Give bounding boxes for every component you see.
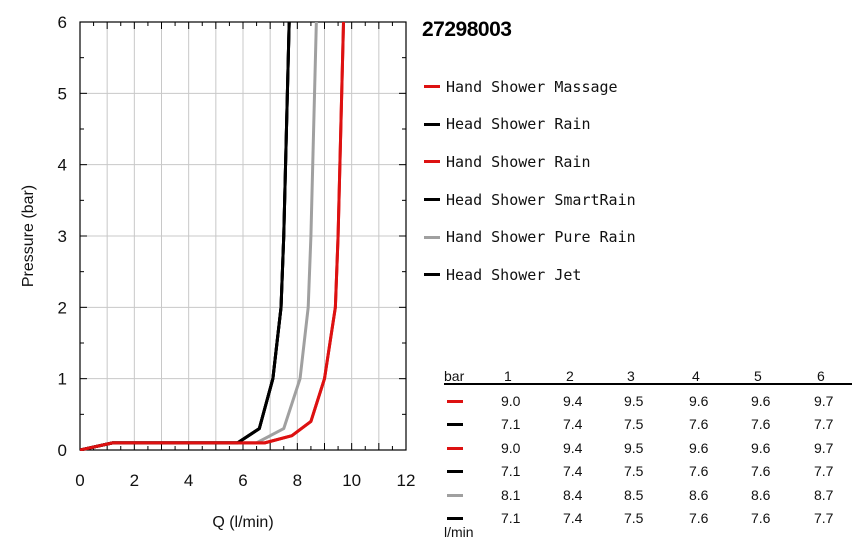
table-cell: 9.6 — [689, 393, 709, 409]
legend-label: Head Shower SmartRain — [446, 190, 636, 209]
table-unit-label: l/min — [444, 524, 474, 540]
table-row-swatch — [447, 470, 463, 473]
table-row-swatch — [447, 423, 463, 426]
table-column-header: 6 — [817, 368, 825, 384]
table-cell: 8.4 — [563, 487, 583, 503]
table-cell: 7.5 — [624, 510, 644, 526]
legend-item: Head Shower Rain — [424, 106, 636, 144]
table-row-swatch — [447, 447, 463, 450]
table-cell: 9.4 — [563, 440, 583, 456]
legend-label: Hand Shower Pure Rain — [446, 228, 636, 247]
table-row-swatch — [447, 517, 463, 520]
legend-item: Hand Shower Pure Rain — [424, 218, 636, 256]
legend-swatch — [424, 235, 440, 239]
table-cell: 9.6 — [751, 440, 771, 456]
table-column-header: 5 — [754, 368, 762, 384]
legend-label: Head Shower Jet — [446, 265, 582, 284]
table-cell: 7.7 — [814, 510, 834, 526]
table-cell: 9.7 — [814, 440, 834, 456]
table-cell: 7.1 — [501, 416, 521, 432]
y-tick-label: 3 — [58, 227, 67, 246]
legend: Hand Shower Massage Head Shower Rain Hand … — [424, 68, 636, 294]
legend-item: Head Shower SmartRain — [424, 181, 636, 219]
table-cell: 7.6 — [689, 510, 709, 526]
x-tick-label: 0 — [75, 471, 84, 490]
table-cell: 7.1 — [501, 463, 521, 479]
y-tick-label: 6 — [58, 13, 67, 32]
table-cell: 7.7 — [814, 463, 834, 479]
table-column-header: 1 — [504, 368, 512, 384]
table-cell: 9.0 — [501, 440, 521, 456]
legend-swatch — [424, 122, 440, 126]
table-cell: 8.5 — [624, 487, 644, 503]
table-cell: 8.1 — [501, 487, 521, 503]
table-cell: 7.1 — [501, 510, 521, 526]
y-tick-label: 5 — [58, 84, 67, 103]
table-column-header: 2 — [566, 368, 574, 384]
table-cell: 9.6 — [689, 440, 709, 456]
series-line-hand-shower-massage — [80, 21, 346, 451]
table-cell: 9.5 — [624, 393, 644, 409]
table-cell: 7.7 — [814, 416, 834, 432]
table-cell: 9.6 — [751, 393, 771, 409]
legend-item: Hand Shower Rain — [424, 143, 636, 181]
table-cell: 8.6 — [751, 487, 771, 503]
table-cell: 7.6 — [689, 416, 709, 432]
legend-item: Head Shower Jet — [424, 256, 636, 294]
table-cell: 7.6 — [751, 416, 771, 432]
table-cell: 9.5 — [624, 440, 644, 456]
table-row-swatch — [447, 400, 463, 403]
table-column-header: 4 — [692, 368, 700, 384]
legend-swatch — [424, 85, 440, 89]
x-tick-label: 8 — [293, 471, 302, 490]
table-column-header: 3 — [627, 368, 635, 384]
table-cell: 7.6 — [751, 463, 771, 479]
legend-swatch — [424, 273, 440, 277]
x-tick-label: 2 — [130, 471, 139, 490]
y-tick-label: 2 — [58, 298, 67, 317]
table-row-swatch — [447, 494, 463, 497]
y-axis-label: Pressure (bar) — [20, 185, 37, 287]
chart-title: 27298003 — [422, 18, 512, 41]
legend-swatch — [424, 160, 440, 164]
table-cell: 7.6 — [689, 463, 709, 479]
x-tick-label: 6 — [238, 471, 247, 490]
table-cell: 7.4 — [563, 510, 583, 526]
table-row-label-header: bar — [444, 368, 465, 384]
x-axis-label: Q (l/min) — [212, 514, 273, 531]
table-cell: 7.5 — [624, 416, 644, 432]
legend-label: Head Shower Rain — [446, 115, 591, 134]
table-cell: 7.4 — [563, 463, 583, 479]
table-cell: 7.6 — [751, 510, 771, 526]
plot-frame — [79, 21, 407, 451]
table-cell: 7.5 — [624, 463, 644, 479]
table-cell: 9.7 — [814, 393, 834, 409]
legend-item: Hand Shower Massage — [424, 68, 636, 106]
legend-swatch — [424, 198, 440, 202]
table-cell: 8.6 — [689, 487, 709, 503]
table-cell: 9.4 — [563, 393, 583, 409]
x-tick-label: 10 — [342, 471, 361, 490]
x-tick-label: 12 — [397, 471, 416, 490]
table-cell: 8.7 — [814, 487, 834, 503]
y-tick-label: 0 — [58, 441, 67, 460]
y-tick-label: 1 — [58, 370, 67, 389]
legend-label: Hand Shower Massage — [446, 77, 618, 96]
table-cell: 9.0 — [501, 393, 521, 409]
legend-label: Hand Shower Rain — [446, 152, 591, 171]
y-tick-label: 4 — [58, 156, 67, 175]
x-tick-label: 4 — [184, 471, 193, 490]
table-header-rule — [444, 383, 852, 385]
table-cell: 7.4 — [563, 416, 583, 432]
